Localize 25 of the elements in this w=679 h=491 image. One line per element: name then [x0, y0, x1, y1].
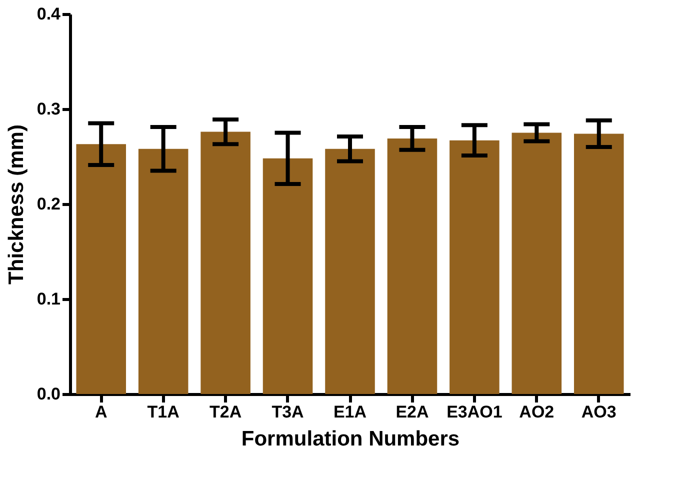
y-axis-title: Thickness (mm) — [4, 124, 28, 284]
bar — [200, 132, 250, 394]
x-axis-title: Formulation Numbers — [241, 428, 460, 450]
x-tick-label: AO3 — [581, 402, 616, 422]
bar — [262, 158, 313, 394]
x-tick-label: T3A — [272, 402, 304, 422]
y-tick-label: 0.0 — [36, 384, 60, 404]
y-tick-label: 0.3 — [36, 100, 60, 118]
bar — [512, 132, 562, 394]
x-tick-label: A — [94, 402, 108, 422]
bar — [138, 148, 188, 394]
bar — [450, 140, 500, 394]
bar — [76, 144, 126, 394]
x-tick-label: AO2 — [519, 402, 554, 422]
x-tick-label: T1A — [147, 402, 180, 422]
y-tick-label: 0.4 — [36, 4, 62, 24]
x-tick-label: T2A — [209, 402, 242, 422]
x-tick-label: E2A — [396, 402, 429, 422]
bar — [574, 134, 624, 394]
x-tick-label: E3AO1 — [446, 402, 502, 422]
bar — [325, 148, 375, 394]
y-tick-label: 0.1 — [36, 290, 60, 308]
y-tick-label: 0.2 — [36, 194, 60, 214]
bar — [387, 138, 438, 394]
x-tick-label: E1A — [333, 402, 367, 422]
